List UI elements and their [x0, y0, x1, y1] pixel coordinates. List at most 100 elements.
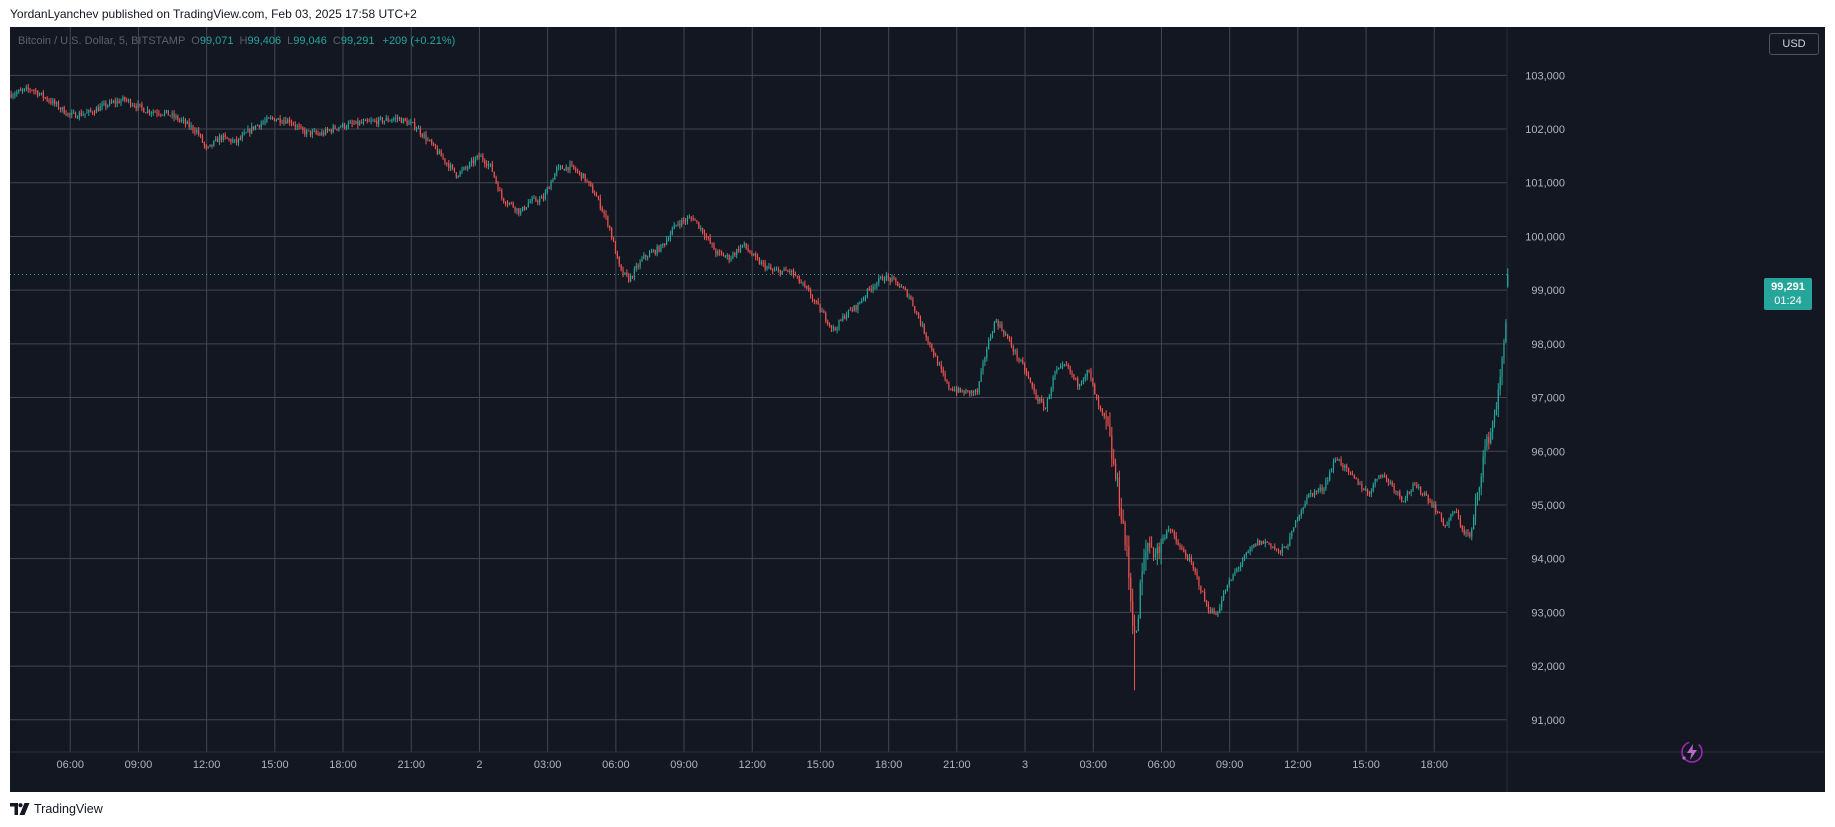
candle-body	[1338, 459, 1340, 461]
candle-body	[1480, 476, 1482, 488]
candle-body	[527, 202, 529, 208]
candle-body	[1285, 546, 1287, 549]
candle-body	[1355, 478, 1357, 480]
candle-body	[575, 168, 577, 171]
candle-body	[434, 144, 437, 149]
candle-body	[953, 389, 956, 391]
candle-body	[664, 243, 666, 245]
candle-body	[154, 111, 156, 113]
candle-body	[864, 296, 867, 298]
x-tick-label: 18:00	[329, 759, 357, 771]
candle-body	[980, 371, 982, 382]
candle-body	[525, 207, 528, 210]
candle-body	[652, 250, 654, 252]
candle-body	[1005, 334, 1007, 336]
candle-body	[1158, 546, 1160, 553]
candle-body	[1488, 436, 1490, 444]
candle-body	[548, 188, 550, 190]
candle-body	[1097, 398, 1100, 406]
x-tick-label: 15:00	[807, 759, 835, 771]
candle-body	[480, 156, 482, 158]
candle-body	[1094, 384, 1096, 395]
candle-body	[1166, 530, 1168, 538]
candle-body	[86, 112, 88, 114]
candle-body	[385, 118, 387, 121]
candle-body	[1118, 477, 1120, 508]
candle-body	[974, 390, 977, 393]
candle-body	[677, 223, 679, 225]
candle-body	[95, 108, 97, 114]
candle-body	[1221, 599, 1223, 608]
candle-body	[597, 196, 600, 199]
candle-body	[1020, 360, 1022, 362]
candle-body	[457, 176, 459, 178]
candle-body	[230, 139, 232, 143]
candle-body	[817, 301, 819, 305]
candle-body	[42, 92, 44, 98]
candle-body	[675, 224, 677, 226]
candle-body	[1283, 546, 1285, 548]
candle-body	[1001, 324, 1003, 331]
candle-body	[486, 163, 488, 166]
candle-body	[578, 171, 581, 173]
candle-body	[508, 202, 510, 205]
candle-body	[1315, 490, 1318, 492]
candle-body	[641, 258, 643, 262]
candle-body	[1240, 564, 1242, 568]
candle-body	[1152, 547, 1155, 557]
candle-body	[37, 91, 39, 96]
candle-body	[558, 166, 560, 168]
lightning-icon[interactable]	[1679, 739, 1705, 765]
candle-body	[993, 321, 995, 333]
candle-body	[522, 206, 524, 211]
candle-body	[618, 256, 620, 265]
candle-body	[220, 135, 223, 140]
candle-body	[703, 232, 706, 237]
candle-body	[107, 105, 109, 107]
candle-body	[1463, 529, 1465, 535]
candle-body	[739, 246, 742, 252]
candle-body	[1147, 543, 1149, 552]
candle-body	[1192, 562, 1194, 569]
candle-body	[658, 246, 660, 252]
candle-body	[317, 133, 319, 135]
candle-body	[1336, 459, 1338, 461]
candle-body	[1241, 560, 1244, 565]
candle-body	[1438, 512, 1441, 514]
candle-body	[1484, 446, 1486, 457]
candle-body	[468, 162, 471, 168]
candle-body	[1139, 582, 1141, 619]
candle-body	[1247, 551, 1249, 553]
candle-body	[1478, 487, 1480, 493]
candle-body	[893, 277, 895, 279]
candle-body	[1228, 580, 1230, 585]
candle-body	[472, 160, 474, 164]
candle-body	[540, 196, 543, 199]
candle-body	[825, 312, 827, 322]
candle-body	[702, 227, 704, 233]
candle-body	[395, 117, 397, 119]
candle-body	[1268, 542, 1270, 544]
candle-body	[18, 90, 20, 93]
currency-button[interactable]: USD	[1769, 33, 1819, 55]
candle-body	[101, 104, 103, 107]
candle-body	[537, 201, 539, 203]
candle-body	[234, 139, 236, 141]
candle-body	[232, 140, 234, 143]
price-chart[interactable]: 91,000 92,000 93,000 94,000 95,000 96,000 97,0…	[10, 27, 1825, 792]
candle-body	[1253, 544, 1255, 548]
candle-body	[277, 118, 279, 120]
candle-body	[766, 266, 768, 270]
candle-body	[667, 239, 670, 241]
candle-body	[340, 126, 342, 128]
candle-body	[209, 144, 211, 147]
candle-body	[1298, 515, 1300, 520]
candle-body	[590, 182, 592, 186]
candle-body	[1222, 593, 1225, 600]
candle-body	[323, 132, 325, 135]
candle-body	[1349, 471, 1352, 473]
candle-body	[450, 165, 452, 169]
candle-body	[772, 269, 774, 271]
candle-body	[1084, 376, 1086, 380]
candle-body	[988, 339, 990, 350]
